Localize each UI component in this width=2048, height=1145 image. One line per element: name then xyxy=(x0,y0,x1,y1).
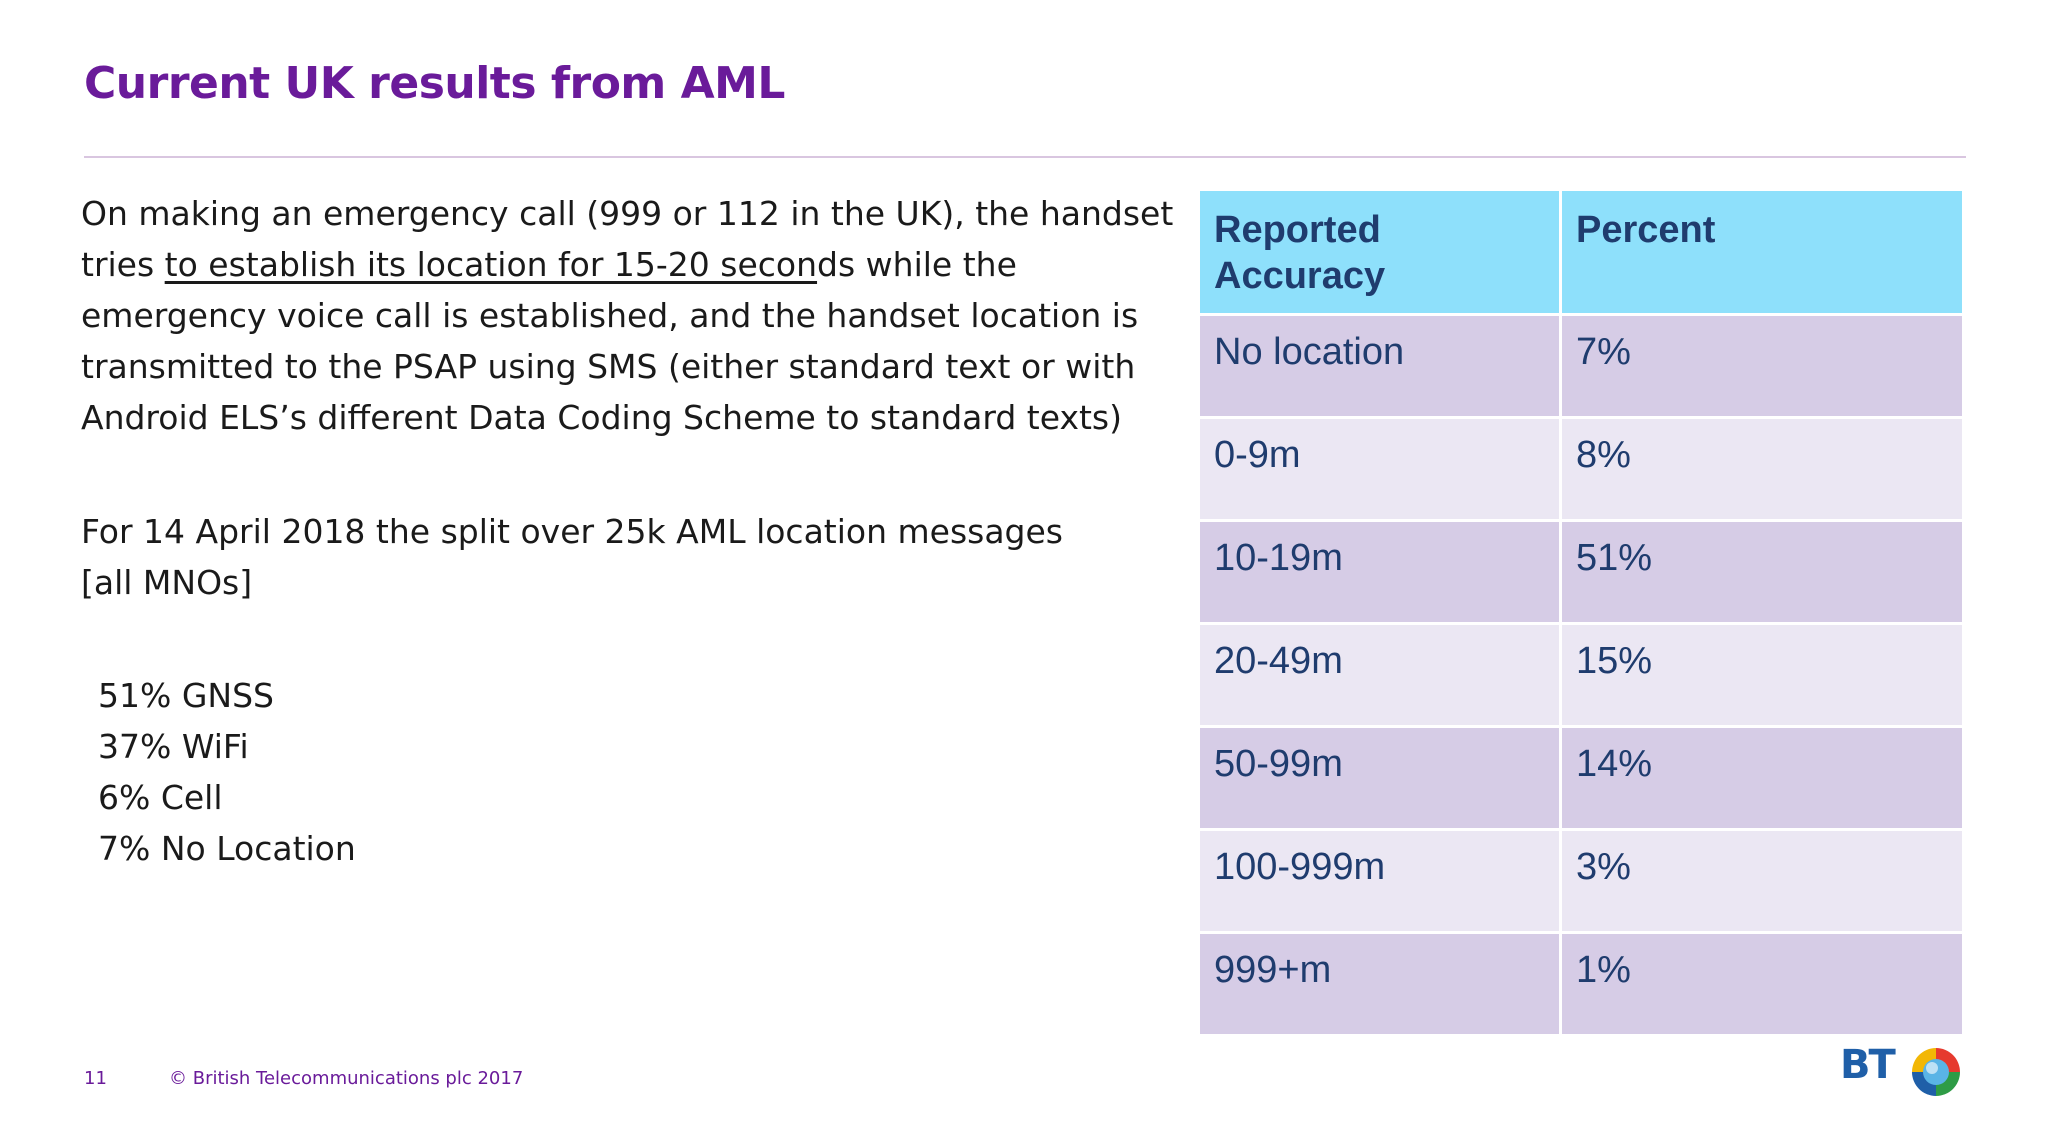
title-divider xyxy=(84,156,1966,158)
table-row: 0-9m 8% xyxy=(1197,416,1965,522)
percent-cell: 1% xyxy=(1559,931,1965,1037)
table-header-row: Reported Accuracy Percent xyxy=(1197,188,1965,316)
percent-cell: 8% xyxy=(1559,416,1965,522)
accuracy-cell: 100-999m xyxy=(1197,828,1562,934)
bt-globe-icon xyxy=(1912,1048,1960,1096)
accuracy-cell: 50-99m xyxy=(1197,725,1562,831)
accuracy-cell: 0-9m xyxy=(1197,416,1562,522)
table-row: 999+m 1% xyxy=(1197,931,1965,1037)
list-item: 6% Cell xyxy=(98,778,223,817)
percent-cell: 51% xyxy=(1559,519,1965,625)
accuracy-table: Reported Accuracy Percent No location 7%… xyxy=(1197,188,1965,1037)
header-percent: Percent xyxy=(1559,188,1965,316)
percent-cell: 3% xyxy=(1559,828,1965,934)
list-item: 7% No Location xyxy=(98,829,356,868)
split-list: 51% GNSS 37% WiFi 6% Cell 7% No Location xyxy=(98,670,356,874)
intro-paragraph: On making an emergency call (999 or 112 … xyxy=(81,188,1191,443)
accuracy-cell: No location xyxy=(1197,313,1562,419)
intro-text-end: ds while the emergency voice call is est… xyxy=(81,245,1139,437)
percent-cell: 15% xyxy=(1559,622,1965,728)
percent-cell: 14% xyxy=(1559,725,1965,831)
intro-text-start: On making an emergency call (999 or 112 … xyxy=(81,194,1174,284)
table-row: No location 7% xyxy=(1197,313,1965,419)
copyright-notice: © British Telecommunications plc 2017 xyxy=(169,1068,524,1089)
page-number: 11 xyxy=(84,1068,107,1089)
accuracy-cell: 20-49m xyxy=(1197,622,1562,728)
accuracy-cell: 999+m xyxy=(1197,931,1562,1037)
split-paragraph: For 14 April 2018 the split over 25k AML… xyxy=(81,512,1063,602)
percent-cell: 7% xyxy=(1559,313,1965,419)
table-row: 20-49m 15% xyxy=(1197,622,1965,728)
header-reported-accuracy: Reported Accuracy xyxy=(1197,188,1562,316)
list-item: 51% GNSS xyxy=(98,676,274,715)
slide-title: Current UK results from AML xyxy=(84,58,785,109)
list-item: 37% WiFi xyxy=(98,727,249,766)
table-row: 50-99m 14% xyxy=(1197,725,1965,831)
table-row: 10-19m 51% xyxy=(1197,519,1965,625)
bt-logo: BT xyxy=(1840,1038,1970,1100)
accuracy-cell: 10-19m xyxy=(1197,519,1562,625)
table-row: 100-999m 3% xyxy=(1197,828,1965,934)
bt-logo-text: BT xyxy=(1840,1042,1896,1088)
intro-text-underlined: to establish its location for 15-20 seco… xyxy=(164,245,818,284)
